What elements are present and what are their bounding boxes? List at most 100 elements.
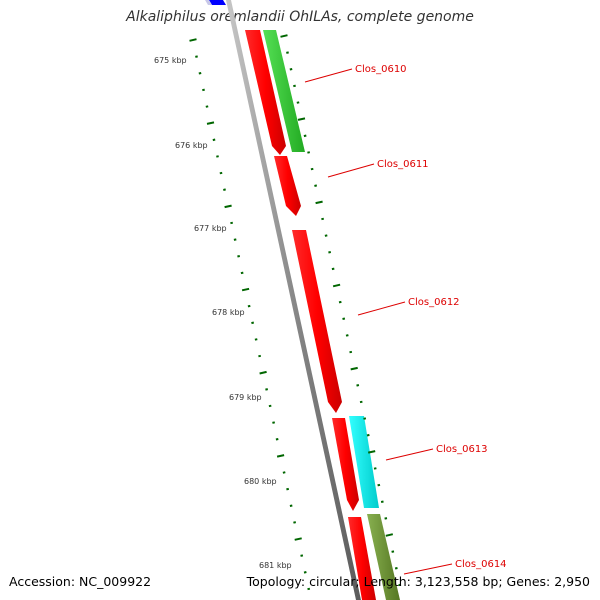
outer-tick-minor [321, 217, 325, 221]
inner-tick-minor [205, 105, 209, 108]
connector-clos-0613 [385, 448, 434, 461]
outer-tick-major [315, 200, 323, 205]
inner-tick-minor [300, 554, 304, 557]
inner-tick-minor [251, 321, 255, 325]
label-clos-0610[interactable]: Clos_0610 [355, 64, 407, 75]
outer-tick-minor [366, 433, 370, 437]
outer-tick-minor [384, 517, 388, 520]
connector-clos-0614 [403, 563, 453, 575]
outer-tick-minor [373, 467, 377, 470]
inner-tick-minor [233, 238, 237, 241]
outer-tick-major [385, 533, 394, 537]
outer-tick-minor [359, 400, 363, 404]
outer-tick-major [280, 34, 288, 38]
outer-tick-major [297, 117, 306, 121]
gene-red-top[interactable] [245, 30, 286, 155]
inner-tick-major [259, 370, 267, 375]
inner-tick-minor [195, 55, 198, 58]
label-clos-0614[interactable]: Clos_0614 [455, 559, 507, 570]
outer-tick-minor [356, 384, 360, 387]
outer-tick-major [332, 283, 341, 288]
scale-label-681: 681 kbp [259, 561, 292, 570]
genome-summary-text: Topology: circular; Length: 3,123,558 bp… [246, 574, 590, 589]
outer-tick-minor [310, 167, 314, 171]
outer-tick-minor [303, 134, 307, 138]
inner-tick-minor [286, 487, 290, 491]
inner-tick-minor [219, 171, 223, 175]
inner-tick-minor [216, 155, 219, 158]
outer-tick-minor [331, 267, 335, 271]
inner-tick-minor [303, 571, 307, 574]
gene-clos-0612[interactable] [292, 230, 342, 413]
inner-tick-major [276, 454, 285, 458]
accession-text: Accession: NC_009922 [9, 574, 152, 589]
outer-tick-minor [293, 84, 296, 88]
scale-label-679: 679 kbp [229, 393, 262, 402]
outer-tick-major [350, 366, 358, 371]
gene-red-bottom[interactable] [348, 517, 376, 600]
inner-tick-minor [275, 438, 279, 441]
outer-tick-minor [391, 550, 395, 553]
outer-tick-minor [289, 68, 293, 71]
label-clos-0611[interactable]: Clos_0611 [377, 159, 429, 170]
inner-tick-major [294, 537, 302, 541]
outer-tick-minor [349, 350, 353, 354]
scale-label-680: 680 kbp [244, 477, 277, 486]
gene-red-lower[interactable] [332, 418, 359, 511]
gene-clos-0614[interactable] [367, 514, 400, 600]
inner-tick-minor [272, 421, 276, 424]
label-clos-0612[interactable]: Clos_0612 [408, 297, 460, 308]
inner-tick-minor [240, 271, 244, 275]
inner-tick-minor [293, 521, 297, 524]
inner-tick-minor [268, 404, 272, 408]
inner-tick-minor [265, 388, 269, 391]
outer-tick-minor [394, 567, 398, 570]
inner-tick-minor [307, 587, 311, 591]
scale-label-678: 678 kbp [212, 308, 245, 317]
inner-tick-minor [289, 504, 293, 507]
scale-label-677: 677 kbp [194, 224, 227, 233]
outer-tick-minor [338, 300, 342, 304]
feature-blue [209, 0, 226, 5]
outer-tick-minor [307, 151, 311, 154]
inner-tick-minor [254, 338, 258, 341]
gene-clos-0610[interactable] [263, 30, 305, 152]
outer-tick-minor [324, 234, 328, 237]
inner-tick-minor [282, 471, 286, 474]
outer-tick-minor [377, 483, 381, 487]
outer-tick-minor [286, 51, 289, 54]
inner-tick-major [224, 204, 232, 209]
inner-tick-major [206, 121, 215, 125]
inner-tick-minor [198, 72, 202, 75]
connector-clos-0610 [304, 68, 353, 83]
inner-tick-major [241, 287, 250, 292]
connector-clos-0611 [327, 163, 375, 178]
inner-tick-minor [202, 88, 205, 92]
genome-backbone [226, 0, 361, 600]
outer-tick-minor [345, 334, 349, 337]
gene-clos-0611[interactable] [274, 156, 301, 216]
outer-tick-minor [380, 500, 384, 503]
inner-tick-minor [247, 304, 251, 308]
inner-tick-major [189, 38, 197, 42]
label-clos-0613[interactable]: Clos_0613 [436, 444, 488, 455]
outer-tick-minor [342, 317, 346, 320]
feature-light [205, 0, 212, 5]
inner-tick-minor [230, 221, 234, 225]
inner-tick-minor [237, 255, 241, 258]
inner-scale-ticks [189, 38, 311, 591]
outer-tick-minor [363, 417, 367, 420]
inner-tick-minor [223, 188, 226, 191]
map-title: Alkaliphilus oremlandii OhILAs, complete… [126, 9, 474, 25]
outer-scale-ticks [280, 34, 402, 587]
scale-label-675: 675 kbp [154, 56, 187, 65]
scale-label-676: 676 kbp [175, 141, 208, 150]
outer-tick-minor [328, 251, 332, 254]
label-connectors [304, 68, 453, 575]
outer-tick-minor [398, 583, 402, 587]
outer-tick-major [367, 450, 376, 454]
gene-clos-0613[interactable] [349, 416, 379, 508]
inner-tick-minor [212, 138, 216, 142]
outer-tick-minor [314, 184, 318, 187]
